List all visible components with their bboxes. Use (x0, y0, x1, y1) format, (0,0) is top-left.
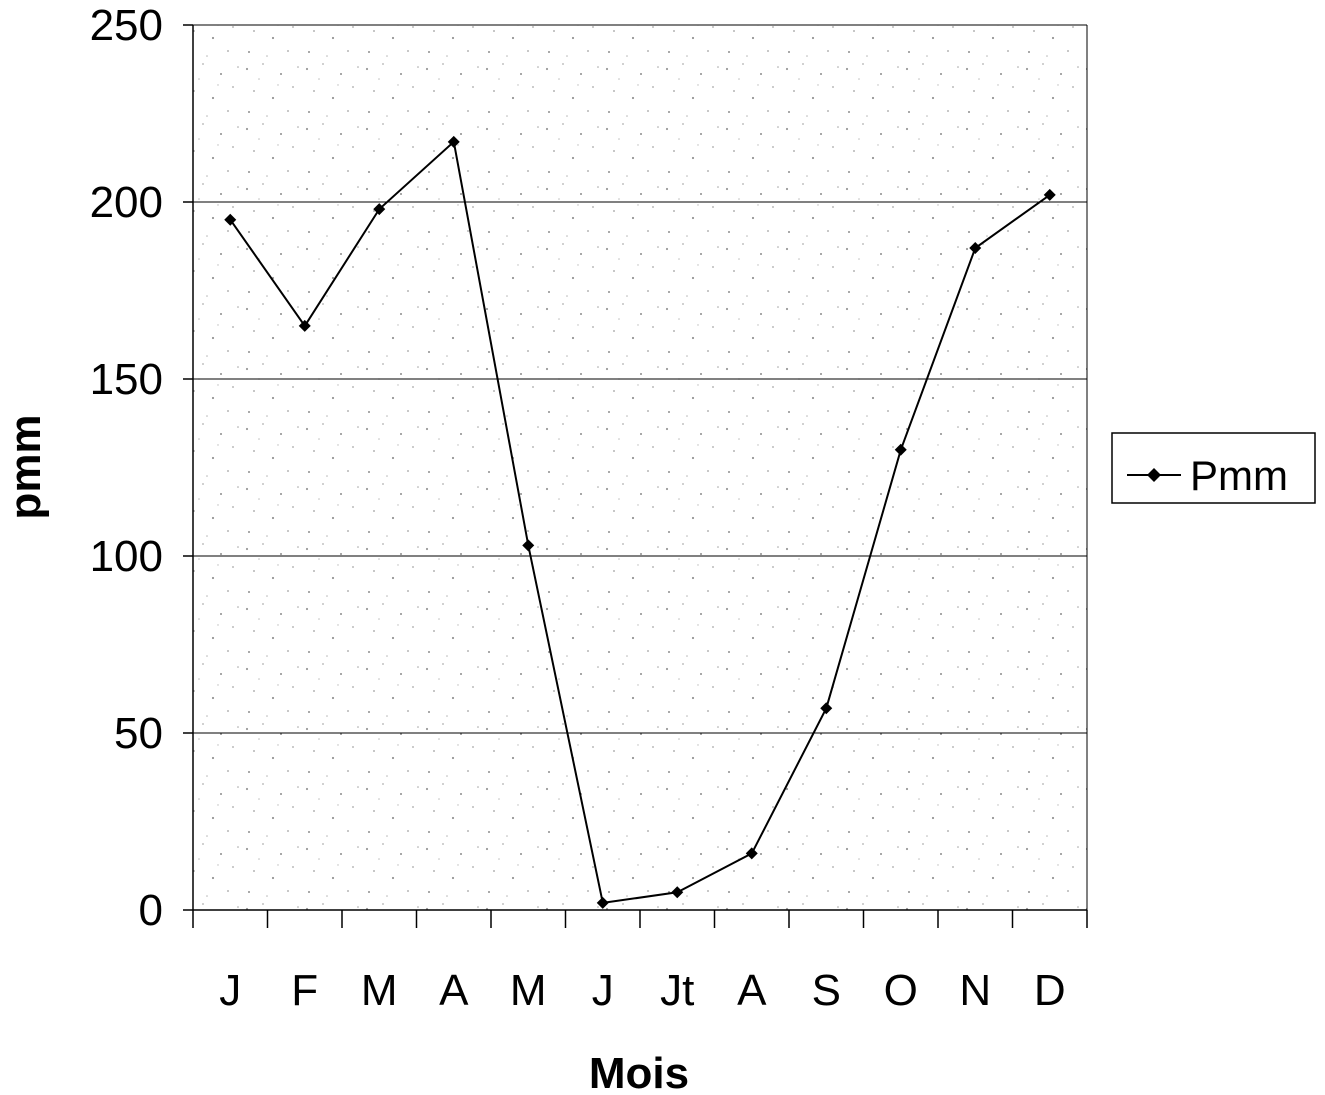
y-tick-label-50: 50 (114, 709, 163, 758)
x-axis: J F M A M J Jt A S O N D (192, 909, 1088, 1015)
data-point-10 (969, 242, 982, 255)
y-tick-label-100: 100 (90, 532, 163, 581)
x-tick-label-0: J (219, 966, 241, 1015)
plot-area (193, 25, 1087, 910)
x-tick-label-1: F (291, 966, 318, 1015)
x-tick-label-6: Jt (660, 966, 694, 1015)
data-point-2 (373, 203, 386, 216)
y-tick-label-200: 200 (90, 178, 163, 227)
data-point-0 (224, 213, 237, 226)
x-axis-title: Mois (589, 1049, 689, 1095)
x-tick-label-3: A (439, 966, 469, 1015)
x-tick-label-11: D (1034, 966, 1066, 1015)
legend-marker (1147, 468, 1161, 482)
x-tick-label-8: S (812, 966, 841, 1015)
y-axis: 0 50 100 150 200 250 (90, 1, 194, 935)
y-tick-label-250: 250 (90, 1, 163, 50)
y-axis-title: pmm (1, 414, 50, 519)
data-point-1 (298, 319, 311, 332)
data-point-7 (745, 847, 758, 860)
legend: Pmm (1111, 432, 1316, 504)
data-point-3 (447, 135, 460, 148)
x-tick-label-5: J (592, 966, 614, 1015)
legend-box (1111, 432, 1316, 504)
x-tick-label-2: M (361, 966, 398, 1015)
x-tick-label-9: O (884, 966, 918, 1015)
series-line-pmm (229, 139, 1051, 905)
data-point-11 (1043, 188, 1056, 201)
series-pmm (224, 135, 1056, 909)
legend-label-pmm: Pmm (1190, 452, 1288, 499)
x-tick-label-4: M (510, 966, 547, 1015)
data-point-9 (894, 443, 907, 456)
data-point-6 (671, 886, 684, 899)
y-tick-label-150: 150 (90, 355, 163, 404)
x-tick-label-7: A (737, 966, 767, 1015)
x-tick-label-10: N (959, 966, 991, 1015)
gridlines (193, 24, 1088, 910)
data-point-5 (596, 896, 609, 909)
data-point-4 (522, 539, 535, 552)
y-tick-label-0: 0 (139, 886, 163, 935)
data-point-8 (820, 702, 833, 715)
